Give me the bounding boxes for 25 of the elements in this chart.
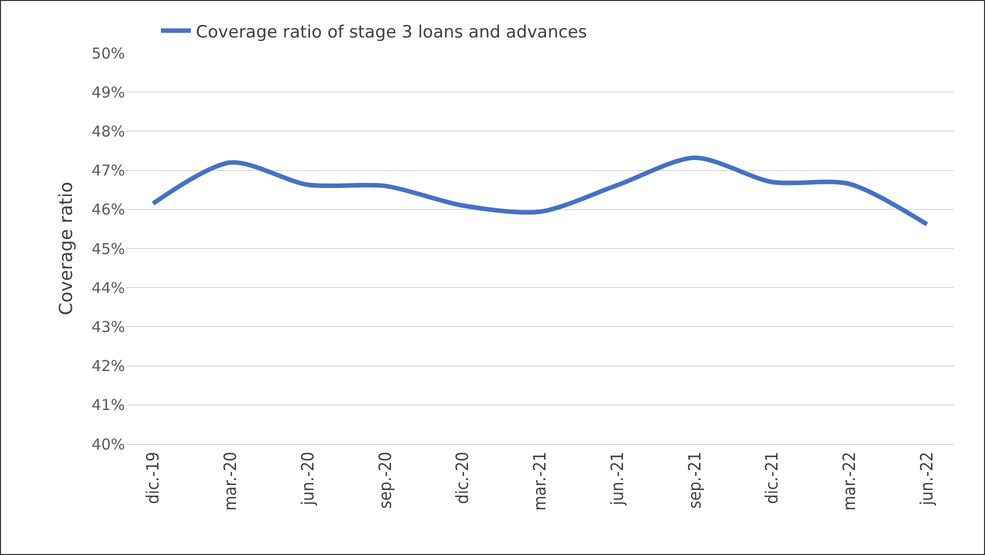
y-tick-label: 47% [92,162,125,180]
x-tick-label: jun.-20 [298,452,318,506]
x-tick-label: mar.-20 [220,452,241,511]
x-tick-label: sep.-20 [376,452,396,509]
legend-label: Coverage ratio of stage 3 loans and advances [196,22,588,42]
y-tick-label: 45% [92,240,125,258]
y-tick-label: 40% [92,435,125,454]
x-tick-label: mar.-22 [840,452,860,511]
x-tick-label: jun.-22 [917,452,938,506]
y-tick-label: 44% [92,278,125,297]
y-tick-label: 50% [92,44,125,62]
x-tick-label: sep.-21 [685,452,706,509]
x-tick-label: dic.-20 [453,452,474,504]
x-tick-label: dic.-21 [762,452,783,504]
y-tick-label: 41% [92,396,125,414]
line-series [150,156,930,227]
y-tick-label: 42% [92,357,125,376]
y-axis-title: Coverage ratio [56,182,77,316]
y-tick-label: 49% [92,83,125,102]
y-tick-label: 48% [92,122,125,140]
x-tick-label: mar.-21 [530,452,551,511]
y-tick-label: 43% [92,318,125,336]
y-tick-label: 46% [92,200,125,219]
x-tick-label: dic.-19 [144,452,164,504]
x-tick-label: jun.-21 [608,452,628,506]
